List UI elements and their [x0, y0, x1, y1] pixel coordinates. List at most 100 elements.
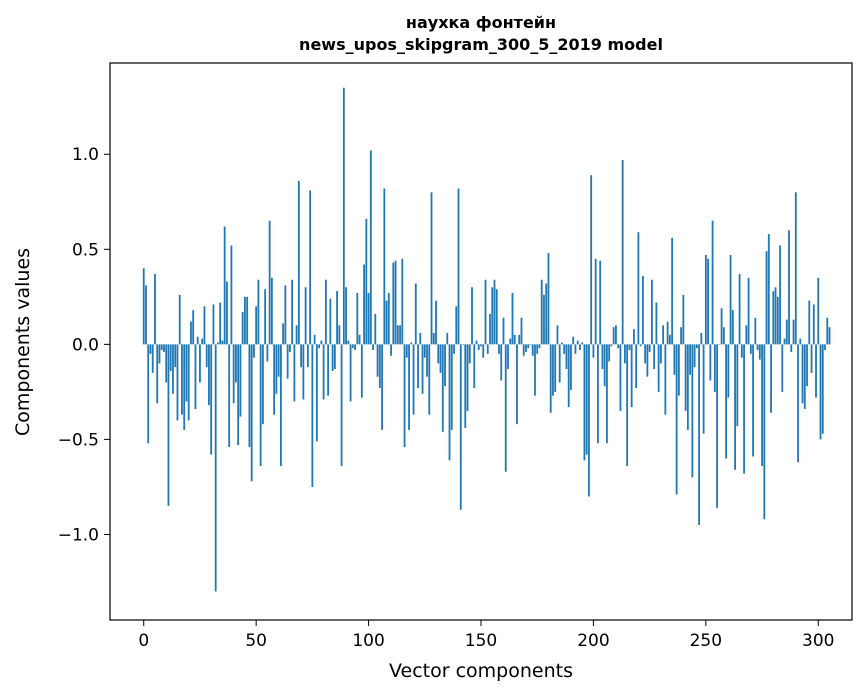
x-tick-label: 300 — [802, 631, 834, 651]
bar-130 — [435, 300, 437, 345]
bar-235 — [671, 237, 674, 345]
bar-162 — [507, 344, 509, 370]
bar-74 — [309, 190, 312, 345]
bar-200 — [592, 344, 595, 358]
bar-47 — [248, 344, 251, 448]
bar-75 — [311, 344, 314, 487]
bar-189 — [567, 344, 570, 408]
bar-114 — [399, 325, 401, 345]
bar-280 — [772, 291, 775, 345]
bar-133 — [441, 344, 444, 432]
bar-10 — [165, 344, 168, 383]
bar-284 — [781, 344, 784, 392]
bar-70 — [300, 344, 303, 368]
bar-144 — [466, 344, 469, 411]
bar-14 — [174, 344, 177, 368]
bar-18 — [183, 344, 186, 430]
bar-109 — [387, 293, 390, 345]
bar-160 — [502, 317, 505, 345]
bar-107 — [383, 188, 386, 345]
bar-183 — [554, 344, 557, 392]
bar-276 — [763, 344, 766, 520]
bar-21 — [190, 321, 192, 345]
bar-190 — [570, 344, 572, 390]
bar-57 — [270, 277, 273, 345]
bar-68 — [295, 325, 298, 345]
bar-158 — [498, 344, 500, 354]
bar-46 — [246, 296, 249, 345]
y-tick-label: 0.0 — [72, 335, 99, 355]
bar-110 — [390, 344, 392, 356]
bar-89 — [342, 87, 345, 345]
bar-212 — [619, 344, 622, 411]
bar-226 — [650, 279, 653, 345]
bar-38 — [228, 344, 231, 448]
bar-72 — [304, 287, 307, 345]
bar-195 — [581, 342, 584, 345]
bar-247 — [698, 344, 700, 525]
bar-229 — [657, 344, 660, 392]
bar-78 — [318, 344, 321, 349]
bar-216 — [628, 344, 631, 351]
bar-278 — [767, 234, 770, 345]
y-tick-label: −1.0 — [58, 525, 99, 545]
bar-291 — [797, 344, 799, 463]
bar-246 — [695, 344, 698, 349]
bar-249 — [702, 344, 705, 434]
bar-140 — [457, 188, 460, 345]
bar-16 — [178, 294, 181, 345]
bar-153 — [486, 344, 489, 354]
bar-129 — [432, 332, 435, 345]
bar-143 — [464, 344, 467, 428]
bar-257 — [720, 308, 723, 345]
bar-220 — [637, 232, 640, 345]
bar-92 — [349, 344, 352, 402]
x-tick-label: 50 — [245, 631, 267, 651]
bar-108 — [385, 300, 388, 345]
x-tick-label: 0 — [138, 631, 149, 651]
bars-group — [142, 87, 831, 592]
bar-40 — [232, 344, 235, 404]
bar-88 — [340, 344, 343, 467]
bar-42 — [237, 344, 240, 446]
bar-173 — [531, 344, 534, 356]
bar-302 — [821, 344, 824, 434]
bar-20 — [187, 344, 190, 421]
bar-271 — [752, 344, 754, 457]
bar-225 — [648, 344, 651, 352]
bar-243 — [689, 344, 692, 375]
bar-299 — [815, 344, 817, 398]
bar-2 — [147, 344, 150, 444]
bar-285 — [783, 338, 786, 345]
bar-150 — [480, 344, 482, 347]
bar-206 — [606, 344, 608, 444]
bar-32 — [214, 344, 217, 592]
bar-159 — [500, 344, 503, 381]
bar-255 — [716, 344, 718, 508]
bar-252 — [709, 344, 712, 381]
bar-275 — [761, 344, 763, 467]
bar-169 — [522, 344, 525, 356]
bar-138 — [453, 344, 455, 354]
bar-266 — [740, 344, 743, 358]
bar-267 — [743, 344, 745, 474]
bar-120 — [412, 344, 415, 415]
bar-30 — [210, 344, 213, 455]
bar-124 — [421, 344, 424, 394]
bar-233 — [666, 321, 669, 345]
bar-25 — [199, 344, 201, 383]
x-tick-label: 250 — [690, 631, 722, 651]
bar-268 — [745, 325, 748, 345]
bar-98 — [363, 264, 365, 345]
bar-231 — [662, 325, 665, 345]
bar-5 — [154, 274, 156, 345]
bar-1 — [145, 285, 147, 345]
bar-48 — [250, 344, 253, 482]
bar-137 — [450, 344, 453, 430]
bar-188 — [565, 344, 568, 370]
bar-210 — [615, 325, 617, 345]
bar-45 — [244, 296, 246, 345]
bar-167 — [518, 334, 521, 345]
bar-81 — [324, 279, 327, 345]
